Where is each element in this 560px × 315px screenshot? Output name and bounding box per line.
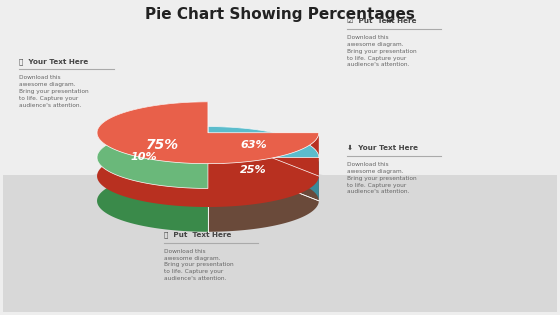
Text: Download this
awesome diagram.
Bring your presentation
to life. Capture your
aud: Download this awesome diagram. Bring you… <box>347 162 416 194</box>
Text: 75%: 75% <box>146 138 179 152</box>
Polygon shape <box>97 102 319 207</box>
Text: Download this
awesome diagram.
Bring your presentation
to life. Capture your
aud: Download this awesome diagram. Bring you… <box>347 35 416 67</box>
Text: ☑  Put  Text Here: ☑ Put Text Here <box>347 18 416 24</box>
Bar <box>3 175 557 312</box>
Text: Pie Chart Showing Percentages: Pie Chart Showing Percentages <box>145 8 415 22</box>
Ellipse shape <box>86 167 330 192</box>
Polygon shape <box>208 158 319 232</box>
Text: 💡  Put  Text Here: 💡 Put Text Here <box>164 232 231 238</box>
Polygon shape <box>97 127 208 232</box>
Polygon shape <box>208 158 319 188</box>
Polygon shape <box>97 102 319 164</box>
Text: 63%: 63% <box>240 140 267 150</box>
Polygon shape <box>208 127 319 201</box>
Text: 25%: 25% <box>240 165 267 175</box>
Text: 📖  Your Text Here: 📖 Your Text Here <box>20 59 88 65</box>
Text: ⬇  Your Text Here: ⬇ Your Text Here <box>347 145 418 151</box>
Polygon shape <box>97 127 208 188</box>
Text: Download this
awesome diagram.
Bring your presentation
to life. Capture your
aud: Download this awesome diagram. Bring you… <box>20 76 89 108</box>
Polygon shape <box>208 127 319 158</box>
Text: 10%: 10% <box>130 152 157 163</box>
Text: Download this
awesome diagram.
Bring your presentation
to life. Capture your
aud: Download this awesome diagram. Bring you… <box>164 249 233 281</box>
